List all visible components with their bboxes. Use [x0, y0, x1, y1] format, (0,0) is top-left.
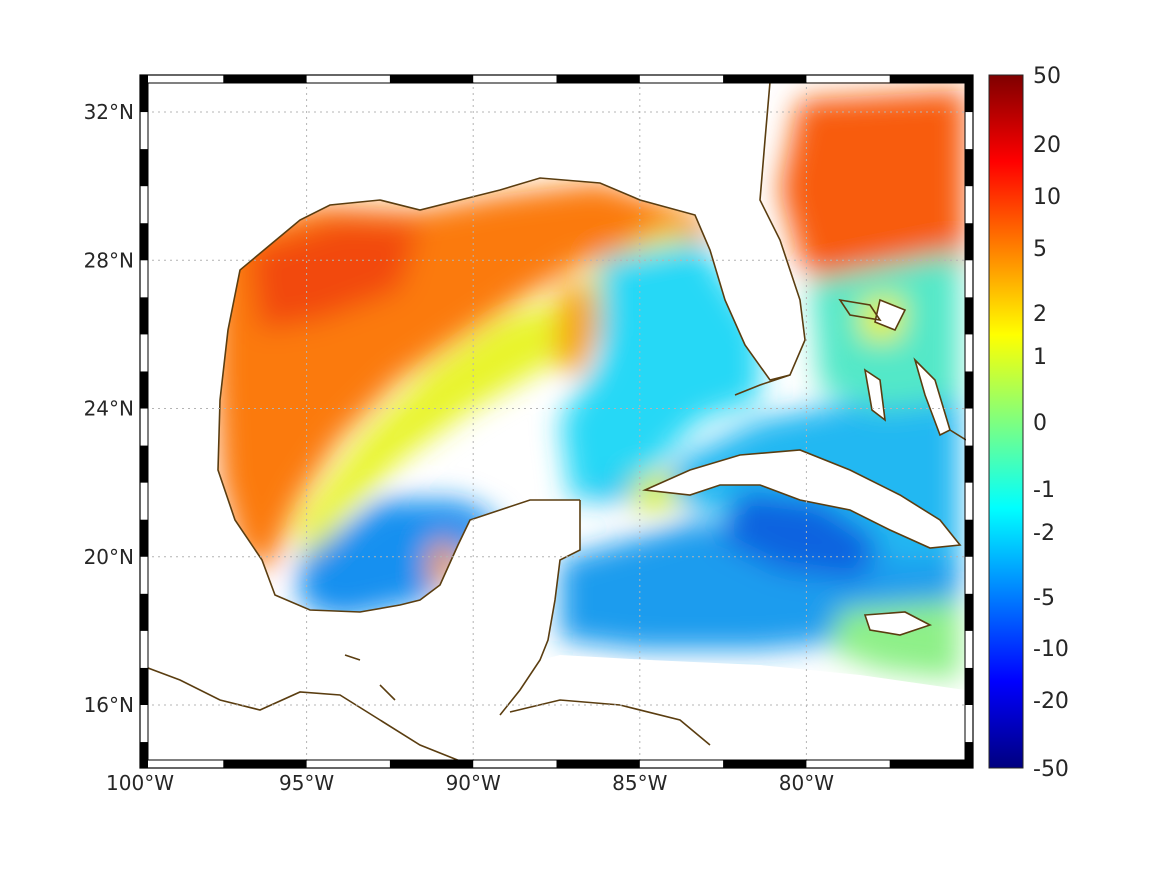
- frame-segment-top-3: [389, 75, 474, 83]
- frame-segment-top-5: [556, 75, 640, 83]
- bahamas-coast-2: [863, 368, 887, 422]
- cuba-coast: [641, 449, 962, 549]
- latitude-ticks: 32°N 28°N 24°N 20°N 16°N: [84, 100, 134, 717]
- frame-segment-left-4: [140, 593, 148, 631]
- frame-segment-top-1: [223, 75, 307, 83]
- frame-segment-right-18: [965, 75, 973, 113]
- data-field: [215, 90, 965, 680]
- bahamas-coast-4: [838, 298, 882, 322]
- frame-segment-left-14: [140, 223, 148, 261]
- frame-segment-right-0: [965, 742, 973, 768]
- graticule: [148, 82, 966, 761]
- colorbar-tick-label-4: 2: [1033, 302, 1047, 327]
- frame-segment-left-6: [140, 519, 148, 557]
- frame-segment-right-8: [965, 445, 973, 483]
- colorbar-tick-label-7: -1: [1033, 478, 1055, 503]
- frame-segment-top-9: [889, 75, 973, 83]
- lat-tick-label-3: 20°N: [84, 545, 134, 569]
- hispaniola-edge: [949, 429, 966, 441]
- frame-segment-right-12: [965, 297, 973, 335]
- lon-tick-label-1: 95°W: [279, 771, 334, 795]
- colorbar-tick-label-5: 1: [1033, 345, 1047, 370]
- colorbar-tick-label-3: 5: [1033, 237, 1047, 262]
- bay-of-campeche: [300, 500, 500, 620]
- cayman-deep: [720, 490, 880, 580]
- lat-tick-label-2: 24°N: [84, 397, 134, 421]
- frame-segment-right-4: [965, 593, 973, 631]
- colorbar-tick-label-0: 50: [1033, 64, 1061, 89]
- frame-segment-bottom-9: [889, 760, 973, 768]
- belize-cays: [379, 684, 396, 701]
- lat-tick-label-0: 32°N: [84, 100, 134, 124]
- frame-segment-left-16: [140, 149, 148, 187]
- frame-segment-right-16: [965, 149, 973, 187]
- colorbar-ramp: [988, 74, 1024, 769]
- frame-segment-left-18: [140, 75, 148, 113]
- frame-segment-right-10: [965, 371, 973, 409]
- florida-keys: [734, 374, 791, 396]
- frame-segment-left-8: [140, 445, 148, 483]
- lon-tick-label-0: 100°W: [106, 771, 174, 795]
- frame-segment-left-2: [140, 667, 148, 705]
- jamaica-coast: [863, 611, 933, 636]
- central-america-coast: [148, 667, 461, 761]
- frame-segment-bottom-1: [223, 760, 307, 768]
- colorbar-tick-label-8: -2: [1033, 521, 1055, 546]
- yucatan-coast: [499, 500, 581, 716]
- loop-current-tongue: [555, 280, 600, 380]
- longitude-ticks: 100°W 95°W 90°W 85°W 80°W: [106, 771, 834, 795]
- lon-tick-label-2: 90°W: [446, 771, 501, 795]
- colorbar-tick-label-11: -20: [1033, 689, 1069, 714]
- frame-segment-right-2: [965, 667, 973, 705]
- colorbar-tick-label-2: 10: [1033, 185, 1061, 210]
- eastern-gulf: [560, 240, 760, 495]
- lat-tick-label-4: 16°N: [84, 693, 134, 717]
- land-mask: [148, 82, 966, 761]
- bahamas-coast-3: [913, 357, 951, 437]
- colorbar-tick-label-9: -5: [1033, 586, 1055, 611]
- lat-tick-label-1: 28°N: [84, 248, 134, 272]
- frame-segment-bottom-7: [723, 760, 807, 768]
- frame-segment-left-12: [140, 297, 148, 335]
- gulf-northwest-peak: [250, 220, 420, 330]
- frame-segment-bottom-3: [389, 760, 474, 768]
- lon-tick-label-3: 85°W: [612, 771, 667, 795]
- frame-segment-right-14: [965, 223, 973, 261]
- frame-segment-left-0: [140, 742, 148, 768]
- frame-segment-right-6: [965, 519, 973, 557]
- lon-tick-label-4: 80°W: [779, 771, 834, 795]
- frame-segment-top-7: [723, 75, 807, 83]
- frame-segment-bottom-5: [556, 760, 640, 768]
- colorbar-tick-label-1: 20: [1033, 133, 1061, 158]
- colorbar-tick-label-10: -10: [1033, 637, 1069, 662]
- jamaica-greenish: [830, 600, 960, 680]
- colorbar-tick-label-12: -50: [1033, 757, 1069, 782]
- colorbar-tick-label-6: 0: [1033, 411, 1047, 436]
- map-frame: [139, 74, 974, 769]
- frame-segment-left-10: [140, 371, 148, 409]
- campeche-islet: [344, 654, 361, 661]
- atlantic-warm: [780, 90, 965, 300]
